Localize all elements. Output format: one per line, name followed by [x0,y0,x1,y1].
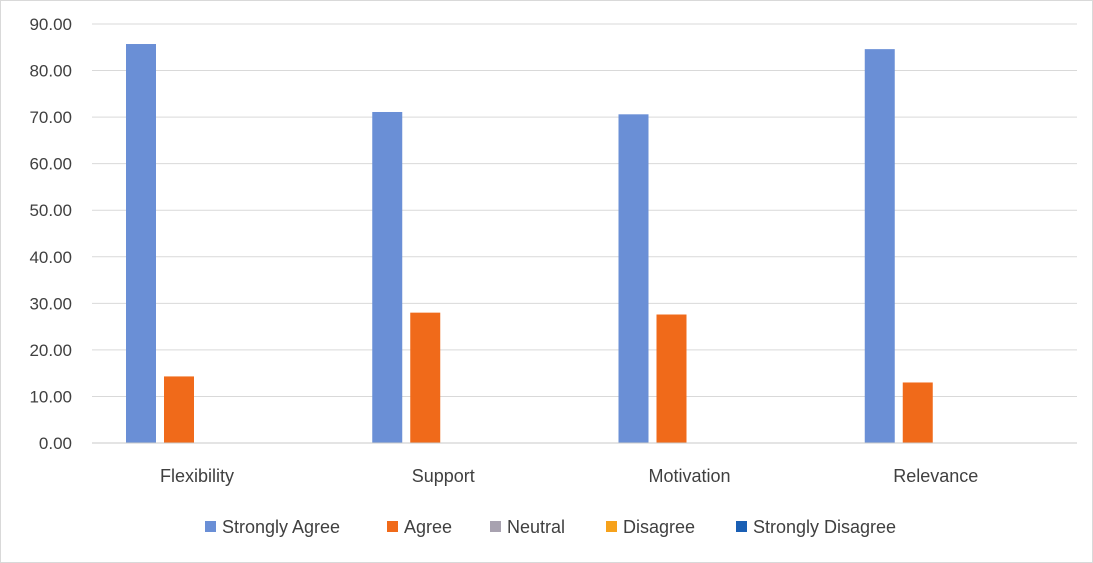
bar-strongly-agree-relevance [864,49,895,443]
x-category-label: Motivation [648,466,730,486]
x-category-label: Support [412,466,475,486]
y-tick-label: 70.00 [29,108,72,127]
y-tick-label: 0.00 [39,434,72,453]
y-tick-label: 40.00 [29,248,72,267]
legend-label: Strongly Disagree [753,517,896,537]
y-tick-label: 20.00 [29,341,72,360]
legend-label: Strongly Agree [222,517,340,537]
legend-label: Disagree [623,517,695,537]
legend-item-agree: Agree [387,517,452,537]
bar-strongly-agree-flexibility [126,44,156,443]
bars [126,44,933,444]
y-tick-label: 50.00 [29,201,72,220]
bar-agree-flexibility [164,376,194,443]
legend-swatch [205,521,216,532]
bar-agree-relevance [902,382,933,443]
bar-agree-motivation [656,314,687,443]
legend-label: Agree [404,517,452,537]
bar-strongly-agree-motivation [618,114,649,443]
legend: Strongly Agree Agree Neutral Disagree Strong… [205,517,896,537]
x-axis-category-labels: Flexibility Support Motivation Relevance [160,466,978,486]
legend-item-disagree: Disagree [606,517,695,537]
y-axis-tick-labels: 0.00 10.00 20.00 30.00 40.00 50.00 60.00 70.00 8… [29,15,72,453]
legend-swatch [387,521,398,532]
legend-swatch [736,521,747,532]
bar-agree-support [410,312,441,443]
y-tick-label: 90.00 [29,15,72,34]
legend-item-neutral: Neutral [490,517,565,537]
bar-strongly-agree-support [372,111,403,444]
legend-item-strongly-agree: Strongly Agree [205,517,340,537]
legend-swatch [606,521,617,532]
x-category-label: Flexibility [160,466,234,486]
legend-swatch [490,521,501,532]
y-tick-label: 10.00 [29,387,72,406]
y-tick-label: 30.00 [29,294,72,313]
legend-item-strongly-disagree: Strongly Disagree [736,517,896,537]
x-category-label: Relevance [893,466,978,486]
y-tick-label: 80.00 [29,62,72,81]
legend-label: Neutral [507,517,565,537]
y-tick-label: 60.00 [29,155,72,174]
